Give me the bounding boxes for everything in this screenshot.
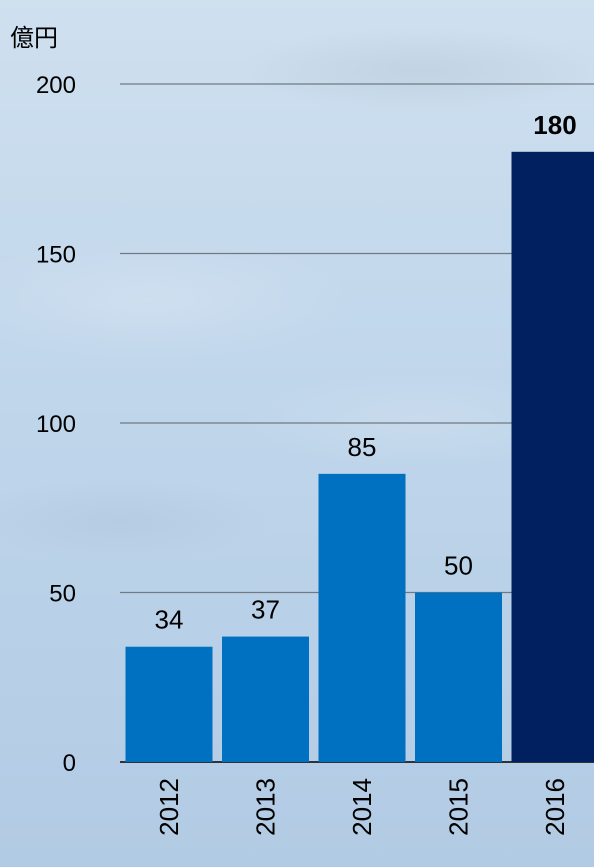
x-tick-label: 2014 (347, 778, 377, 836)
data-label: 34 (155, 605, 184, 635)
y-tick-label: 200 (36, 72, 76, 99)
data-label: 37 (251, 595, 280, 625)
x-tick-label: 2013 (251, 778, 281, 836)
bar-2012 (125, 646, 213, 762)
data-label: 85 (348, 432, 377, 462)
y-tick-label: 150 (36, 242, 76, 269)
data-label: 180 (533, 110, 576, 140)
bar-2015 (415, 592, 502, 762)
unit-label: 億円 (10, 25, 58, 52)
bar-2013 (222, 636, 309, 762)
y-tick-label: 50 (49, 581, 76, 608)
y-tick-label: 0 (63, 750, 76, 777)
y-tick-label: 100 (36, 411, 76, 438)
x-tick-label: 2012 (154, 778, 184, 836)
x-tick-label: 2015 (444, 778, 474, 836)
x-tick-label: 2016 (540, 778, 570, 836)
bar-2014 (318, 473, 406, 762)
bar-2016 (511, 151, 594, 763)
data-label: 50 (444, 551, 473, 581)
